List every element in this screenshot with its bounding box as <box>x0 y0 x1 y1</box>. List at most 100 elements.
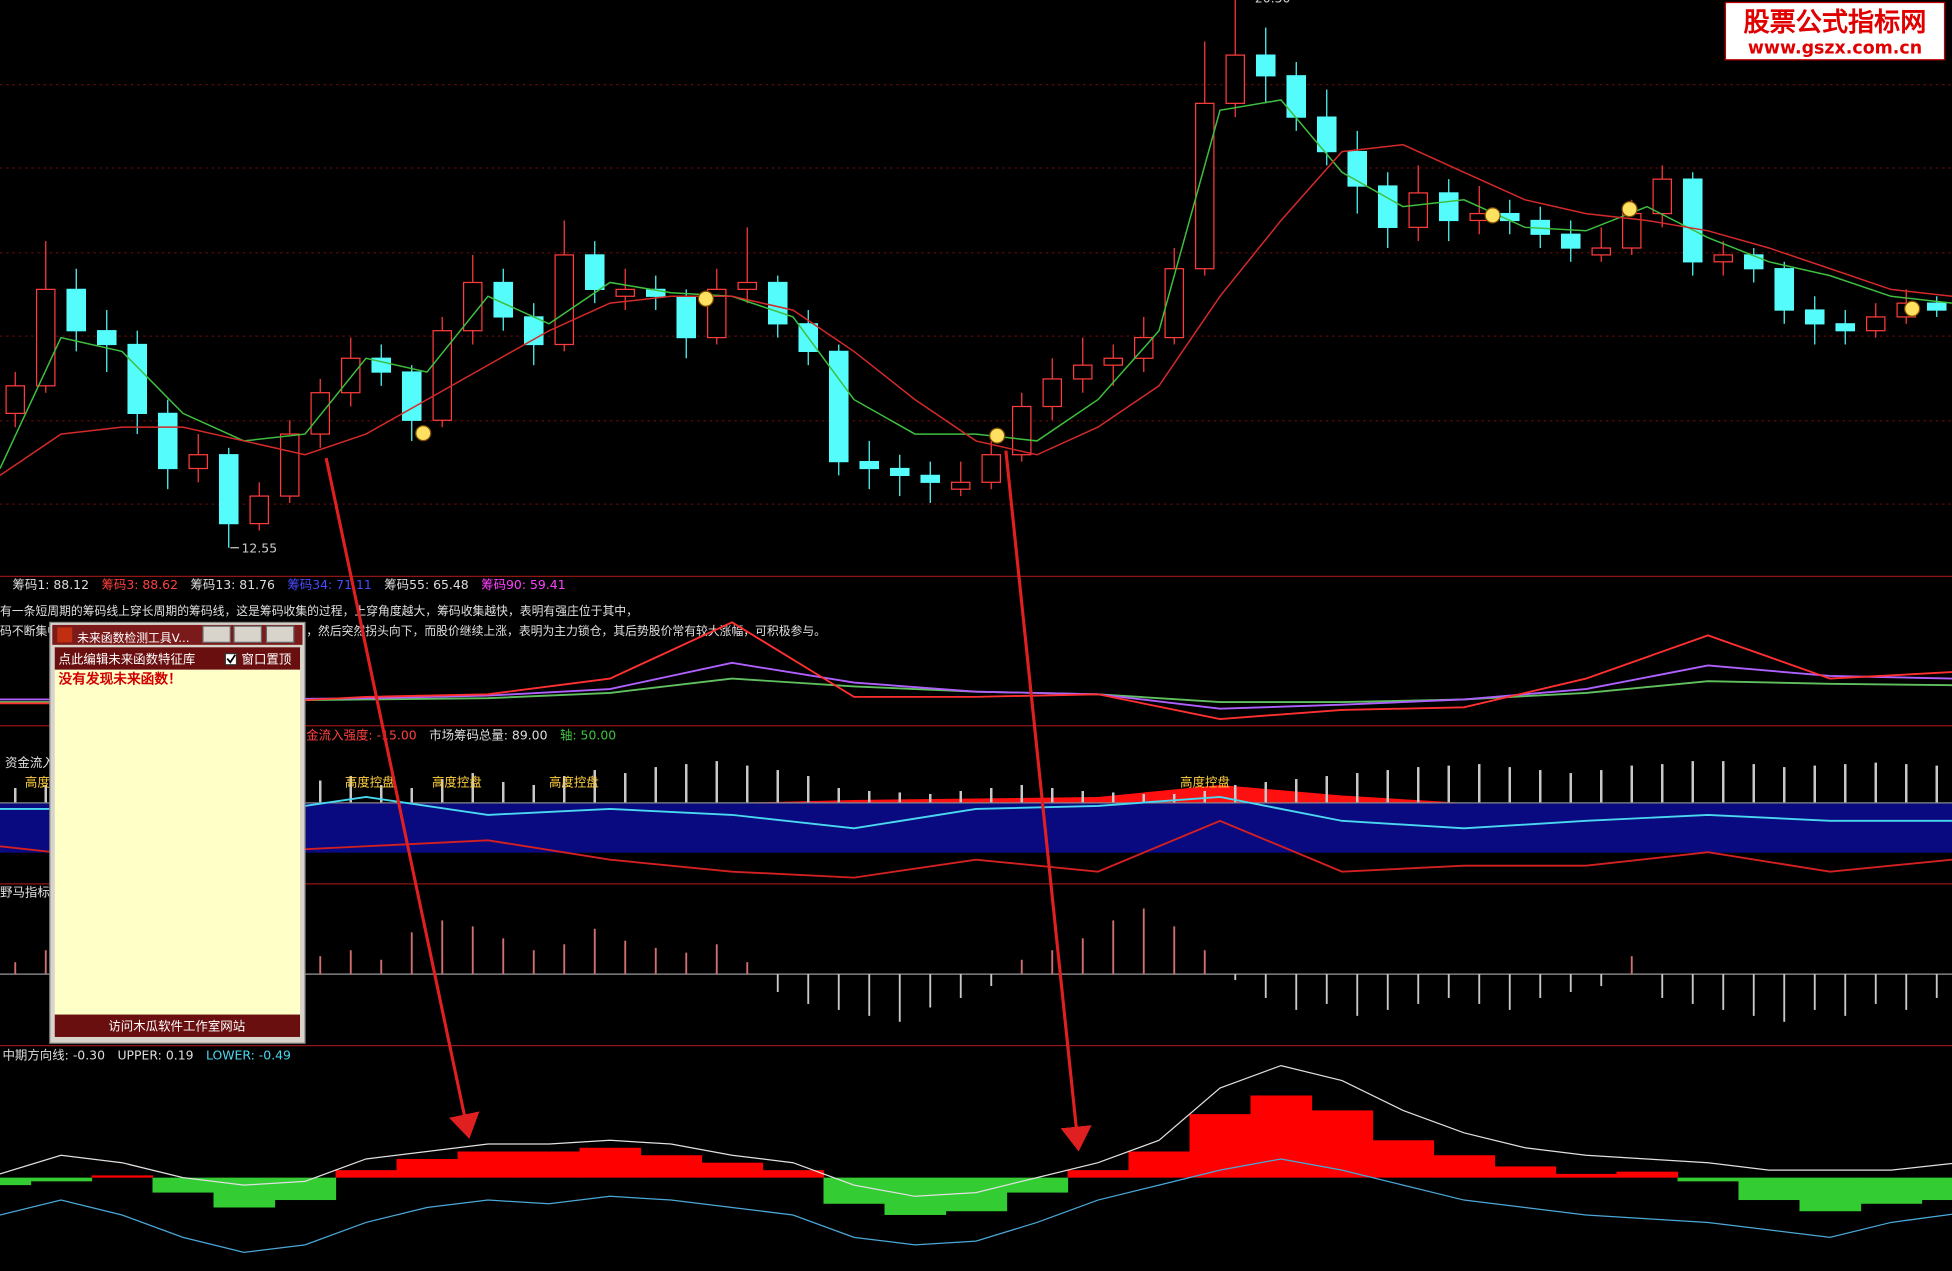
candle-body <box>645 288 666 297</box>
candle-body <box>828 350 849 463</box>
watermark-box <box>1724 1 1946 61</box>
candle-body <box>737 281 758 290</box>
candle-body <box>554 254 575 346</box>
low-label: 12.55 <box>242 541 278 556</box>
candle-body <box>1835 323 1856 332</box>
control-label: 高度控盘 <box>549 775 599 790</box>
trend-bar <box>1433 1155 1496 1178</box>
candle-body <box>920 474 941 483</box>
candle-body <box>1011 405 1032 456</box>
panel-header: 金流入强度: -15.00 <box>306 727 417 742</box>
maximize-button[interactable] <box>233 625 263 643</box>
trend-bar <box>762 1170 825 1178</box>
candle-body <box>950 481 971 490</box>
cyan-line <box>0 796 1952 830</box>
candle-body <box>615 288 636 297</box>
signal-icon <box>1484 207 1501 224</box>
candle-body <box>218 454 239 525</box>
candle-body <box>1072 364 1093 380</box>
candle-body <box>340 357 361 394</box>
panel-header: 中期方向线: -0.30 <box>2 1047 105 1062</box>
candle-body <box>5 385 26 415</box>
panel-header: LOWER: -0.49 <box>206 1047 291 1062</box>
note: 码不断集中 <box>0 624 59 638</box>
panel-header: 筹码1: 88.12 <box>12 577 89 592</box>
candle-body <box>1164 268 1185 339</box>
trend-bar <box>945 1177 1008 1212</box>
toolbar <box>54 647 301 670</box>
check-mark <box>226 654 237 664</box>
panel-header: 市场筹码总量: 89.00 <box>429 727 547 742</box>
candle-body <box>767 281 788 325</box>
trend-bar <box>1372 1140 1435 1178</box>
watermark-url: www.gszx.com.cn <box>1748 39 1922 59</box>
moving-average <box>0 143 1952 477</box>
candle-body <box>1194 102 1215 270</box>
upper-line <box>0 1064 1952 1197</box>
candle-body <box>1713 254 1734 263</box>
candle-body <box>676 295 697 339</box>
window-title: 未来函数检测工具V... <box>77 631 189 645</box>
panel-header: 筹码55: 65.48 <box>384 577 469 592</box>
candle-body <box>1255 54 1276 77</box>
signal-icon <box>697 290 714 307</box>
candle-body <box>859 460 880 470</box>
candle-body <box>157 412 178 470</box>
candle-body <box>432 330 453 421</box>
candle-body <box>1804 309 1825 325</box>
arrow <box>1004 450 1092 1152</box>
popup-window: 未来函数检测工具V... 点此编辑未来函数特征库 窗口置顶 没有发现未来函数！ … <box>49 621 306 1044</box>
trend-bar <box>1616 1171 1679 1178</box>
panel-header: 轴: 50.00 <box>560 727 616 742</box>
trend-bar <box>30 1177 93 1182</box>
watermark-title: 股票公式指标网 <box>1744 8 1927 38</box>
trend-bar <box>640 1155 703 1178</box>
trend-bar <box>457 1151 520 1178</box>
candle-body <box>1042 378 1063 408</box>
trend-bar <box>1555 1173 1618 1178</box>
candle-body <box>1103 357 1124 366</box>
high-label: 20.50 <box>1255 0 1291 5</box>
trend-bar <box>1921 1177 1952 1201</box>
candle-body <box>66 288 87 332</box>
trend-bar <box>1738 1177 1801 1201</box>
trend-bar <box>1677 1177 1740 1182</box>
minimize-button[interactable] <box>202 625 231 643</box>
red-area <box>0 785 1952 803</box>
edit-link[interactable]: 点此编辑未来函数特征库 <box>59 651 196 666</box>
pin-checkbox[interactable] <box>224 652 238 666</box>
trend-bar <box>1006 1177 1069 1193</box>
note: 有一条短周期的筹码线上穿长周期的筹码线，这是筹码收集的过程，上穿角度越大，筹码收… <box>0 604 638 618</box>
panel-header: UPPER: 0.19 <box>117 1047 193 1062</box>
candle-body <box>1316 116 1337 153</box>
candle-body <box>1408 192 1429 228</box>
site-button[interactable] <box>54 1014 301 1037</box>
control-label: 高度控盘 <box>432 775 482 790</box>
lower-line <box>0 1158 1952 1253</box>
candle-body <box>1743 254 1764 270</box>
candle-body <box>188 454 209 470</box>
site-button-label[interactable]: 访问木瓜软件工作室网站 <box>108 1019 245 1034</box>
candle-body <box>1926 302 1947 311</box>
trend-bar <box>1067 1170 1130 1178</box>
candle-body <box>584 254 605 290</box>
trend-bar <box>1860 1177 1923 1204</box>
trend-bar <box>1799 1177 1862 1212</box>
panel-header: 筹码90: 59.41 <box>481 577 565 592</box>
message-area <box>54 669 301 1015</box>
candle-body <box>889 467 910 477</box>
candle-body <box>279 433 300 497</box>
trend-bar <box>274 1177 337 1201</box>
pin-label[interactable]: 窗口置顶 <box>242 651 292 666</box>
note: ，然后突然拐头向下，而股价继续上涨，表明为主力锁仓，其后势股价常有较大涨幅，可积… <box>306 624 826 638</box>
trend-bar <box>91 1175 154 1178</box>
yema-label: 野马指标: <box>0 884 54 899</box>
close-button[interactable] <box>265 625 295 643</box>
panel-header: 筹码3: 88.62 <box>101 577 178 592</box>
candle-body <box>1438 192 1459 222</box>
inflow-label: 资金流入 <box>5 755 55 770</box>
red-line <box>0 819 1952 879</box>
